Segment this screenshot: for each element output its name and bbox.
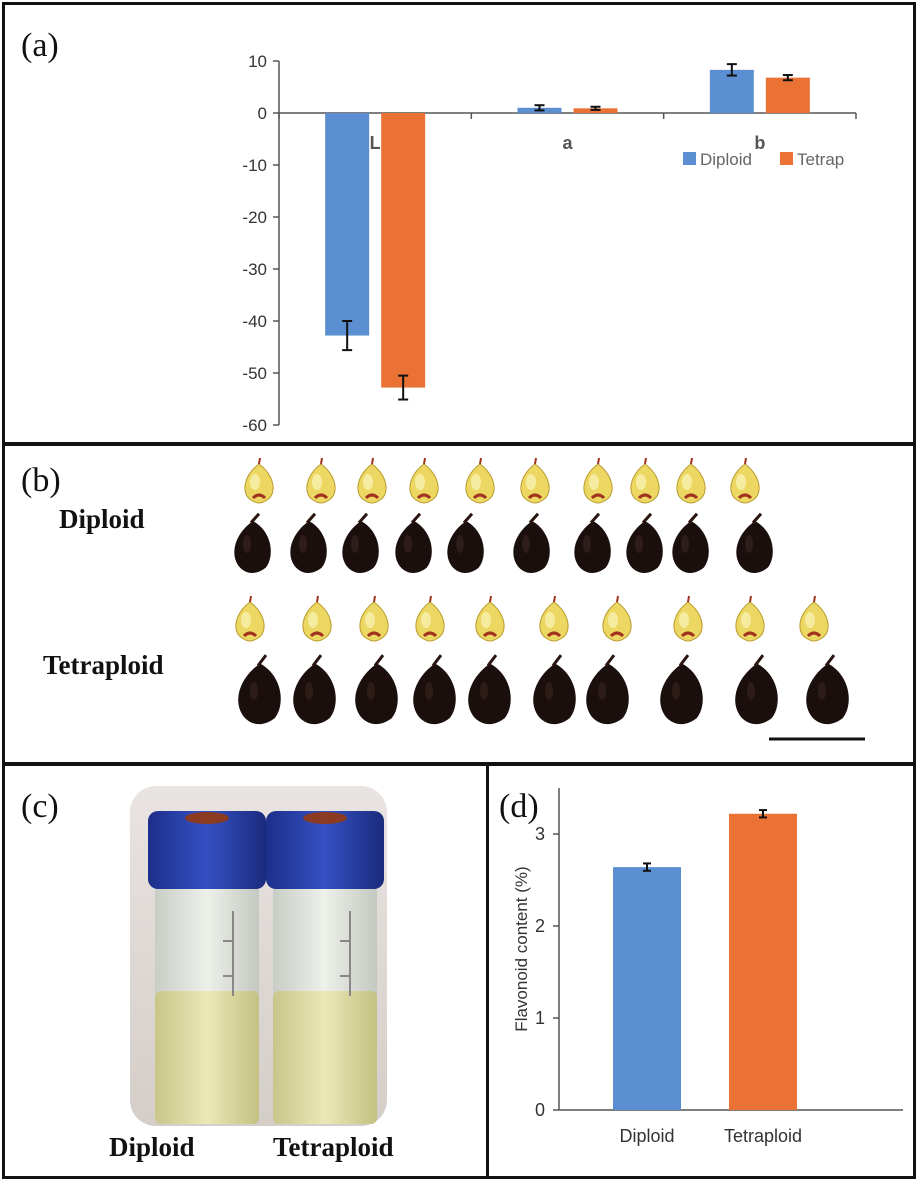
y-tick-label: -20 — [242, 208, 267, 227]
yellow-fruit — [475, 595, 505, 642]
dried-fruit — [468, 654, 511, 725]
legend-label-diploid: Diploid — [700, 150, 752, 169]
dried-fruit — [293, 654, 336, 725]
flavonoid-chart: 0 1 2 3 Flavonoid content (%) Diploid Tetraplo… — [512, 788, 903, 1146]
y-tick-label: 0 — [535, 1100, 545, 1120]
bar-diploid-b — [709, 69, 754, 113]
y-axis-title: Flavonoid content (%) — [512, 866, 531, 1031]
yellow-fruit — [244, 457, 274, 504]
dried-fruit — [660, 654, 703, 725]
vial-label-diploid: Diploid — [109, 1132, 195, 1162]
dried-fruit — [395, 512, 432, 573]
yellow-fruit — [465, 457, 495, 504]
yellow-fruit — [520, 457, 550, 504]
dried-fruit — [735, 654, 778, 725]
dried-fruit — [238, 654, 281, 725]
yellow-fruit — [602, 595, 632, 642]
dried-fruit — [513, 512, 550, 573]
tetraploid-row-label: Tetraploid — [43, 650, 164, 680]
panel-c: (c) — [2, 763, 490, 1179]
x-category-label: b — [754, 133, 765, 153]
diploid-vial-cap — [148, 811, 266, 889]
tetraploid-vial-cap — [266, 811, 384, 889]
yellow-fruit — [735, 595, 765, 642]
panel-b: (b) Diploid Tetraploid — [2, 443, 916, 765]
bar-tetraploid — [729, 813, 797, 1110]
x-category-label: Diploid — [619, 1126, 674, 1146]
yellow-fruit — [306, 457, 336, 504]
legend-label-tetrap: Tetrap — [797, 150, 844, 169]
yellow-fruit — [359, 595, 389, 642]
bar-diploid — [613, 867, 681, 1110]
bar-diploid-L — [325, 113, 370, 336]
legend-swatch-tetrap — [780, 152, 793, 165]
yellow-fruit — [235, 595, 265, 642]
yellow-fruit — [409, 457, 439, 504]
diploid-row-label: Diploid — [59, 504, 145, 534]
dried-fruit — [447, 512, 484, 573]
bar-tetrap-L — [381, 113, 426, 388]
vial-label-tetraploid: Tetraploid — [273, 1132, 394, 1162]
yellow-fruit — [583, 457, 613, 504]
dried-fruit — [355, 654, 398, 725]
y-tick-label: 1 — [535, 1008, 545, 1028]
panel-b-label: (b) — [21, 462, 61, 499]
y-tick-label: -10 — [242, 156, 267, 175]
dried-fruit — [672, 512, 709, 573]
yellow-fruit — [539, 595, 569, 642]
dried-fruit — [290, 512, 327, 573]
x-category-label: a — [562, 133, 573, 153]
y-tick-label: 0 — [258, 104, 267, 123]
yellow-fruit — [676, 457, 706, 504]
panel-a-label: (a) — [21, 27, 59, 64]
y-tick-label: -60 — [242, 416, 267, 435]
bar-tetrap-b — [765, 77, 810, 113]
vials-photo — [130, 786, 387, 1126]
dried-fruit — [413, 654, 456, 725]
panel-c-label: (c) — [21, 788, 59, 825]
legend-swatch-diploid — [683, 152, 696, 165]
dried-fruit — [234, 512, 271, 573]
y-tick-label: 2 — [535, 916, 545, 936]
yellow-fruit — [730, 457, 760, 504]
dried-fruit — [574, 512, 611, 573]
panel-d: (d) 0 1 2 3 Flavonoid content (%) Diploid Tetr… — [486, 763, 916, 1179]
yellow-fruit — [357, 457, 387, 504]
y-tick-label: 3 — [535, 824, 545, 844]
x-category-label: Tetraploid — [724, 1126, 802, 1146]
yellow-fruit — [415, 595, 445, 642]
yellow-fruit — [302, 595, 332, 642]
dried-fruit — [586, 654, 629, 725]
x-category-label: L — [370, 133, 381, 153]
dried-fruit — [533, 654, 576, 725]
dried-fruit — [626, 512, 663, 573]
dried-fruit — [736, 512, 773, 573]
y-tick-label: -40 — [242, 312, 267, 331]
y-tick-label: -50 — [242, 364, 267, 383]
panel-d-label: (d) — [499, 788, 539, 825]
yellow-fruit — [630, 457, 660, 504]
yellow-fruit — [799, 595, 829, 642]
dried-fruit — [342, 512, 379, 573]
dried-fruit — [806, 654, 849, 725]
fruit-photo — [234, 457, 865, 741]
y-tick-label: -30 — [242, 260, 267, 279]
y-tick-label: 10 — [248, 52, 267, 71]
yellow-fruit — [673, 595, 703, 642]
